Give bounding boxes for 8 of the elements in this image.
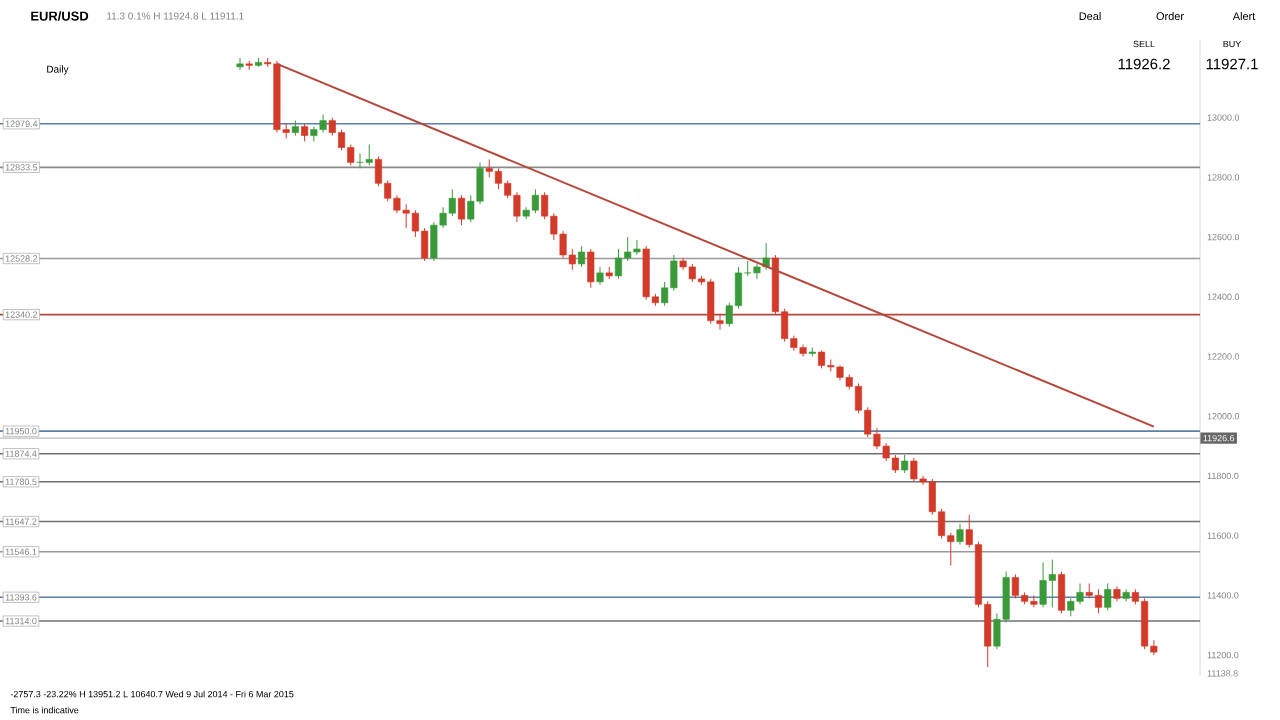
candlestick [587, 248, 595, 289]
candlestick [458, 194, 466, 226]
candlestick [236, 57, 244, 71]
candlestick [1058, 570, 1066, 614]
candlestick [365, 144, 373, 166]
candlestick [956, 523, 964, 546]
candlestick [1104, 582, 1112, 611]
candlestick [578, 245, 586, 268]
